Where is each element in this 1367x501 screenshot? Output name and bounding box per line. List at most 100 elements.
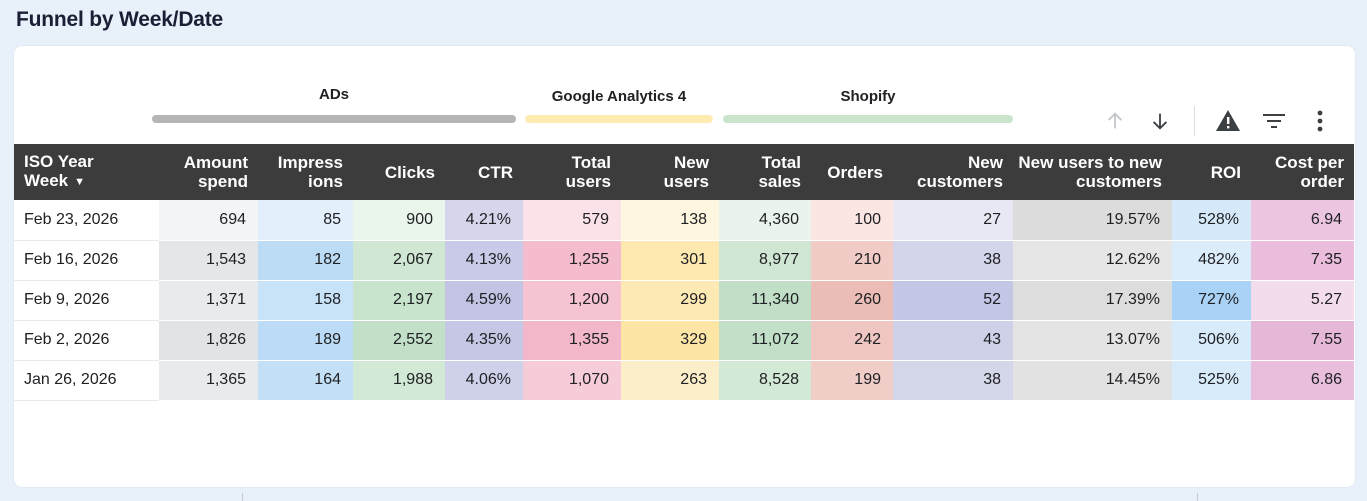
group-label-ga4: Google Analytics 4: [551, 88, 687, 105]
cell-clicks: 900: [353, 200, 445, 241]
cell-orders: 100: [811, 200, 893, 241]
cell-total-users: 1,355: [523, 320, 621, 361]
filter-icon[interactable]: [1261, 108, 1287, 134]
toolbar-separator: [1194, 106, 1195, 136]
cell-new-customers: 38: [893, 360, 1013, 401]
cell-total-users: 1,070: [523, 360, 621, 401]
cell-total-sales: 4,360: [719, 200, 811, 241]
header-amount-spend[interactable]: Amount spend: [159, 144, 258, 200]
group-label-shopify: Shopify: [840, 88, 896, 105]
header-new-users-to-new-customers[interactable]: New users to new customers: [1013, 144, 1172, 200]
header-new-customers[interactable]: New customers: [893, 144, 1013, 200]
cell-new-users: 138: [621, 200, 719, 241]
cell-orders: 199: [811, 360, 893, 401]
header-ctr[interactable]: CTR: [445, 144, 523, 200]
cell-total-sales: 8,977: [719, 240, 811, 281]
cell-new-customers: 43: [893, 320, 1013, 361]
cell-total-sales: 8,528: [719, 360, 811, 401]
cell-new-customers: 27: [893, 200, 1013, 241]
arrow-up-icon[interactable]: [1102, 108, 1128, 134]
cell-new-users-to-new-customers: 14.45%: [1013, 360, 1172, 401]
cell-new-users: 301: [621, 240, 719, 281]
cell-clicks: 2,067: [353, 240, 445, 281]
cell-new-users-to-new-customers: 19.57%: [1013, 200, 1172, 241]
table-row: Jan 26, 2026 1,365 164 1,988 4.06% 1,070…: [14, 360, 1354, 401]
cell-clicks: 2,197: [353, 280, 445, 321]
cell-new-users-to-new-customers: 17.39%: [1013, 280, 1172, 321]
header-new-users[interactable]: New users: [621, 144, 719, 200]
cell-cost-per-order: 6.94: [1251, 200, 1354, 241]
cell-ctr: 4.06%: [445, 360, 523, 401]
cell-week: Feb 16, 2026: [14, 240, 159, 281]
cell-roi: 506%: [1172, 320, 1251, 361]
cell-roi: 482%: [1172, 240, 1251, 281]
cell-total-users: 1,255: [523, 240, 621, 281]
bottom-divider-left: [242, 493, 243, 501]
cell-impressions: 189: [258, 320, 353, 361]
cell-orders: 260: [811, 280, 893, 321]
table-row: Feb 2, 2026 1,826 189 2,552 4.35% 1,355 …: [14, 320, 1354, 361]
header-cost-per-order[interactable]: Cost per order: [1251, 144, 1354, 200]
group-label-ads: ADs: [318, 86, 349, 103]
header-clicks[interactable]: Clicks: [353, 144, 445, 200]
group-bar-shopify: [723, 115, 1013, 123]
cell-total-users: 579: [523, 200, 621, 241]
cell-week: Feb 9, 2026: [14, 280, 159, 321]
arrow-down-icon[interactable]: [1147, 108, 1173, 134]
cell-clicks: 2,552: [353, 320, 445, 361]
warning-icon[interactable]: [1215, 108, 1241, 134]
cell-week: Jan 26, 2026: [14, 360, 159, 401]
header-orders[interactable]: Orders: [811, 144, 893, 200]
cell-clicks: 1,988: [353, 360, 445, 401]
funnel-table-card: ADs Google Analytics 4 Shopify ISO Year: [14, 46, 1355, 487]
cell-cost-per-order: 7.55: [1251, 320, 1354, 361]
cell-new-users-to-new-customers: 13.07%: [1013, 320, 1172, 361]
table-row: Feb 9, 2026 1,371 158 2,197 4.59% 1,200 …: [14, 280, 1354, 321]
cell-amount-spend: 1,371: [159, 280, 258, 321]
header-iso-year-week[interactable]: ISO Year Week ▼: [14, 144, 159, 200]
cell-new-customers: 52: [893, 280, 1013, 321]
table-row: Feb 16, 2026 1,543 182 2,067 4.13% 1,255…: [14, 240, 1354, 281]
cell-new-customers: 38: [893, 240, 1013, 281]
more-vert-icon[interactable]: [1307, 108, 1333, 134]
cell-total-users: 1,200: [523, 280, 621, 321]
cell-impressions: 164: [258, 360, 353, 401]
cell-orders: 210: [811, 240, 893, 281]
table-header-row: ISO Year Week ▼ Amount spend Impress ions…: [14, 144, 1354, 200]
table-row: Feb 23, 2026 694 85 900 4.21% 579 138 4,…: [14, 200, 1354, 241]
cell-new-users-to-new-customers: 12.62%: [1013, 240, 1172, 281]
cell-orders: 242: [811, 320, 893, 361]
cell-new-users: 263: [621, 360, 719, 401]
cell-roi: 727%: [1172, 280, 1251, 321]
cell-impressions: 158: [258, 280, 353, 321]
cell-new-users: 299: [621, 280, 719, 321]
cell-impressions: 182: [258, 240, 353, 281]
header-total-users[interactable]: Total users: [523, 144, 621, 200]
cell-roi: 525%: [1172, 360, 1251, 401]
cell-ctr: 4.13%: [445, 240, 523, 281]
cell-ctr: 4.59%: [445, 280, 523, 321]
cell-amount-spend: 1,543: [159, 240, 258, 281]
cell-total-sales: 11,340: [719, 280, 811, 321]
cell-amount-spend: 694: [159, 200, 258, 241]
cell-amount-spend: 1,826: [159, 320, 258, 361]
cell-amount-spend: 1,365: [159, 360, 258, 401]
bottom-divider-right: [1197, 493, 1198, 501]
funnel-table: ISO Year Week ▼ Amount spend Impress ions…: [14, 144, 1354, 401]
cell-week: Feb 23, 2026: [14, 200, 159, 241]
group-bar-ga4: [525, 115, 713, 123]
cell-new-users: 329: [621, 320, 719, 361]
header-roi[interactable]: ROI: [1172, 144, 1251, 200]
header-total-sales[interactable]: Total sales: [719, 144, 811, 200]
cell-ctr: 4.21%: [445, 200, 523, 241]
header-impressions[interactable]: Impress ions: [258, 144, 353, 200]
cell-cost-per-order: 7.35: [1251, 240, 1354, 281]
sort-desc-icon[interactable]: ▼: [74, 175, 85, 188]
cell-roi: 528%: [1172, 200, 1251, 241]
cell-cost-per-order: 5.27: [1251, 280, 1354, 321]
cell-week: Feb 2, 2026: [14, 320, 159, 361]
cell-impressions: 85: [258, 200, 353, 241]
cell-cost-per-order: 6.86: [1251, 360, 1354, 401]
page-title: Funnel by Week/Date: [16, 8, 224, 31]
group-bar-ads: [152, 115, 516, 123]
